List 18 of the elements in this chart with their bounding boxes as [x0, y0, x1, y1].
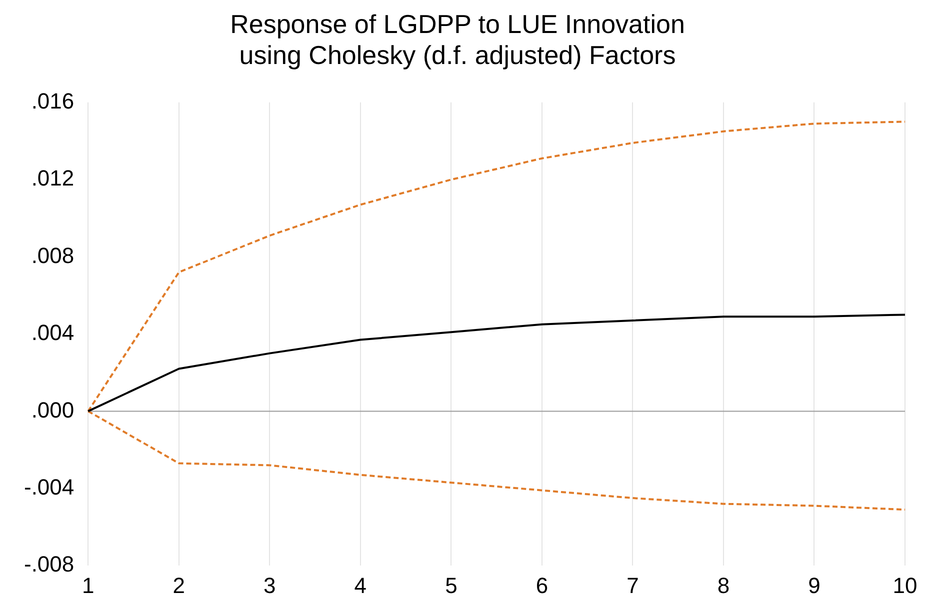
- y-tick-label: -.008: [24, 552, 74, 577]
- y-tick-label: .004: [31, 320, 74, 346]
- chart-title: Response of LGDPP to LUE Innovation using Cholesky (d.f. adjusted) Factors: [230, 8, 685, 70]
- x-tick-label: 1: [82, 572, 94, 598]
- x-tick-label: 8: [717, 572, 730, 598]
- y-tick-label: .016: [31, 88, 74, 114]
- x-tick-label: 4: [354, 572, 367, 598]
- y-tick-label: .008: [31, 242, 74, 268]
- y-tick-label: -.004: [24, 474, 74, 500]
- y-tick-label: .012: [31, 166, 74, 191]
- x-tick-label: 2: [172, 572, 186, 598]
- x-tick-label: 5: [445, 572, 458, 598]
- x-tick-label: 3: [264, 572, 276, 598]
- x-tick-label: 7: [626, 572, 639, 598]
- x-tick-label: 6: [536, 572, 548, 598]
- y-tick-label: .000: [31, 397, 74, 422]
- x-tick-label: 9: [808, 572, 820, 598]
- x-tick-label: 10: [892, 572, 918, 598]
